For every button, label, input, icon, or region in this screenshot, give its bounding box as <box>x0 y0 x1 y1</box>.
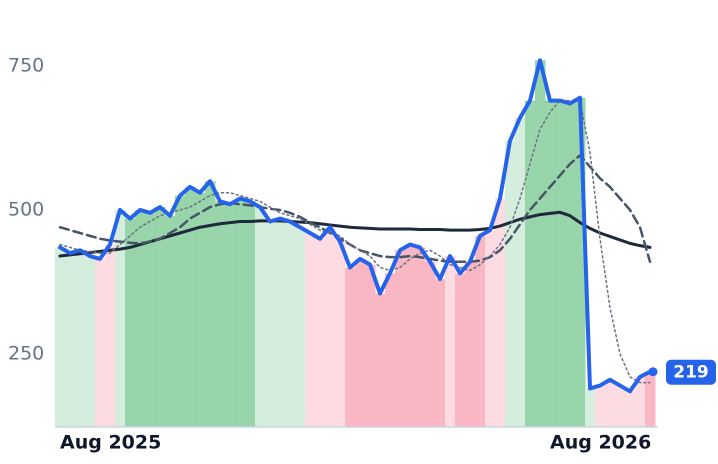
background-column <box>255 207 266 427</box>
background-column <box>455 273 466 427</box>
background-column <box>325 227 336 427</box>
background-column <box>395 250 406 427</box>
background-column <box>85 256 96 427</box>
background-column <box>65 253 76 427</box>
background-column <box>225 204 236 427</box>
background-column <box>285 221 296 427</box>
background-column <box>525 100 536 428</box>
background-column <box>375 293 386 427</box>
background-column <box>485 230 496 427</box>
background-column <box>595 385 606 427</box>
background-column <box>565 103 576 428</box>
background-column <box>235 198 246 427</box>
x-tick-label: Aug 2026 <box>550 432 651 454</box>
background-column <box>305 232 316 427</box>
background-column <box>535 60 546 428</box>
background-column <box>165 215 176 427</box>
background-column <box>315 238 326 427</box>
background-column <box>545 100 556 428</box>
x-tick-label: Aug 2025 <box>60 432 161 454</box>
background-column <box>295 227 306 427</box>
background-column <box>185 186 196 427</box>
background-columns <box>55 60 656 428</box>
background-column <box>275 218 286 427</box>
background-column <box>105 244 116 427</box>
background-column <box>495 198 506 427</box>
background-column <box>645 371 656 427</box>
background-column <box>615 385 626 427</box>
background-column <box>215 201 226 427</box>
background-column <box>365 264 376 427</box>
background-column <box>605 379 616 427</box>
background-column <box>505 140 516 427</box>
series-line <box>58 58 652 394</box>
y-tick-label: 500 <box>8 198 44 220</box>
background-column <box>55 247 66 427</box>
value-badge <box>666 359 716 385</box>
background-column <box>115 209 126 427</box>
background-column <box>265 221 276 427</box>
background-column <box>425 261 436 427</box>
background-column <box>355 258 366 427</box>
background-column <box>515 117 526 428</box>
background-column <box>635 376 646 427</box>
background-column <box>625 391 636 427</box>
background-column <box>405 244 416 427</box>
background-column <box>435 279 446 427</box>
background-column <box>155 207 166 427</box>
background-column <box>125 218 136 427</box>
background-column <box>475 235 486 427</box>
background-column <box>205 181 216 427</box>
last-point <box>648 367 658 377</box>
background-column <box>465 261 476 427</box>
background-column <box>95 258 106 427</box>
background-column <box>445 256 456 427</box>
background-column <box>335 241 346 427</box>
background-column <box>555 100 566 428</box>
y-tick-label: 250 <box>8 342 44 364</box>
background-column <box>175 195 186 427</box>
background-column <box>585 388 596 427</box>
background-column <box>145 212 156 427</box>
background-column <box>135 209 146 427</box>
background-column <box>575 97 586 427</box>
background-column <box>245 201 256 427</box>
background-column <box>385 273 396 427</box>
background-column <box>195 192 206 427</box>
background-column <box>345 267 356 427</box>
value-badge-label: 219 <box>673 363 709 383</box>
lines <box>58 58 652 394</box>
y-tick-label: 750 <box>8 55 44 77</box>
background-column <box>415 247 426 427</box>
background-column <box>75 250 86 427</box>
series-line <box>59 99 651 384</box>
